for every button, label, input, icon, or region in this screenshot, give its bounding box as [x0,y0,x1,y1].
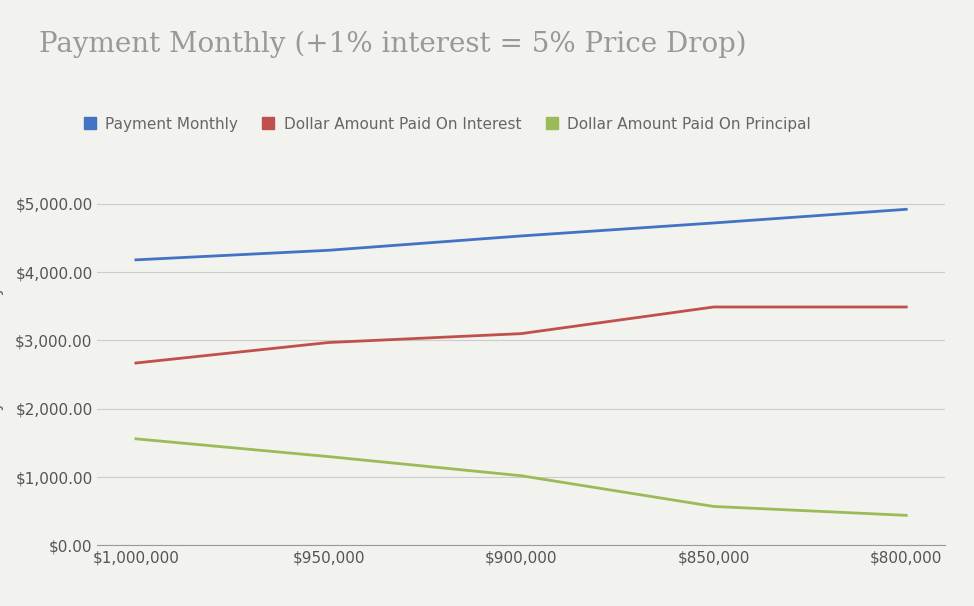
Dollar Amount Paid On Interest [131,359,142,367]
Payment Monthly [322,247,334,254]
Dollar Amount Paid On Principal [322,453,334,460]
Line: Payment Monthly: Payment Monthly [136,209,906,260]
Dollar Amount Paid On Principal [515,472,527,479]
Dollar Amount Paid On Principal [708,503,720,510]
Y-axis label: Payment Monthly: Payment Monthly [0,285,4,430]
Dollar Amount Paid On Interest [708,304,720,311]
Line: Dollar Amount Paid On Principal: Dollar Amount Paid On Principal [136,439,906,515]
Dollar Amount Paid On Interest [900,304,912,311]
Dollar Amount Paid On Principal [131,435,142,442]
Dollar Amount Paid On Interest [515,330,527,338]
Text: Payment Monthly (+1% interest = 5% Price Drop): Payment Monthly (+1% interest = 5% Price… [39,30,747,58]
Payment Monthly [515,232,527,239]
Line: Dollar Amount Paid On Interest: Dollar Amount Paid On Interest [136,307,906,363]
Dollar Amount Paid On Principal [900,511,912,519]
Dollar Amount Paid On Interest [322,339,334,346]
Payment Monthly [900,205,912,213]
Legend: Payment Monthly, Dollar Amount Paid On Interest, Dollar Amount Paid On Principal: Payment Monthly, Dollar Amount Paid On I… [76,111,817,138]
Payment Monthly [131,256,142,264]
Payment Monthly [708,219,720,227]
